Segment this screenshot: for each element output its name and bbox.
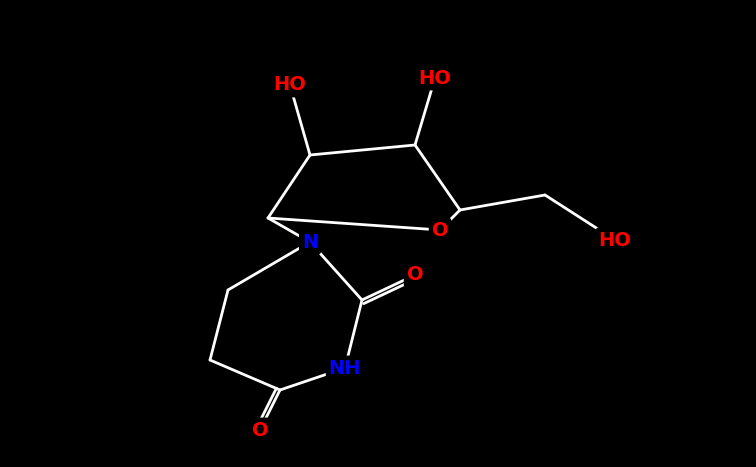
Text: HO: HO — [274, 76, 306, 94]
Text: N: N — [302, 233, 318, 252]
Text: NH: NH — [329, 359, 361, 377]
Text: O: O — [407, 266, 423, 284]
Text: O: O — [432, 220, 448, 240]
Text: HO: HO — [599, 231, 631, 249]
Text: O: O — [252, 420, 268, 439]
Text: HO: HO — [419, 69, 451, 87]
